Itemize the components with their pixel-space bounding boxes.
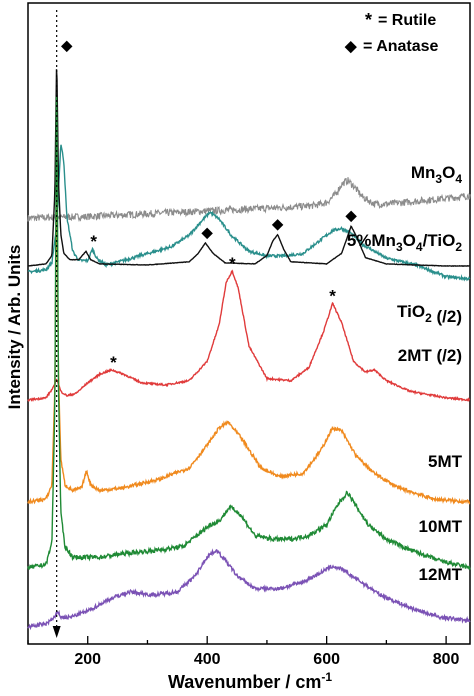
series-line-1 (27, 144, 471, 282)
series-label-0: Mn3O4 (411, 163, 462, 186)
x-tick-label-400: 400 (194, 651, 221, 668)
legend: * = Rutile ◆ = Anatase (344, 10, 439, 55)
series-label-1-part-1: 3 (396, 240, 403, 254)
x-axis-title: Wavenumber / cm-1 (168, 670, 332, 692)
series-label-3: 2MT (/2) (398, 346, 462, 365)
series-label-1-part-4: /TiO (423, 231, 456, 250)
series-label-0-part-3: 4 (455, 172, 462, 186)
series-line-2 (27, 69, 470, 268)
series-label-5-part-0: 10MT (419, 517, 463, 536)
peak-marker-7: * (329, 286, 336, 305)
peak-marker-6: * (229, 254, 236, 273)
series-line-6 (27, 548, 471, 631)
legend-rutile-marker: * (365, 10, 372, 30)
series-line-0 (27, 177, 471, 223)
series-label-2: TiO2 (/2) (397, 302, 462, 326)
series-label-2-part-1: 2 (425, 311, 432, 325)
y-axis-title: Intensity / Arb. Units (5, 245, 24, 410)
series-label-4: 5MT (428, 452, 463, 471)
peak-marker-1: * (90, 232, 97, 251)
series-label-1-part-0: 5%Mn (347, 231, 396, 250)
series-label-1-part-5: 2 (455, 240, 462, 254)
x-tick-label-200: 200 (74, 651, 101, 668)
series-label-1: 5%Mn3O4/TiO2 (347, 231, 462, 254)
series-line-5 (27, 96, 471, 571)
series-label-3-part-4: (/2) (432, 346, 462, 365)
series-line-4 (27, 181, 471, 505)
series-layer (27, 69, 471, 631)
series-label-1-part-2: O (403, 231, 416, 250)
series-label-1-part-3: 4 (416, 240, 423, 254)
x-axis-title-sup: -1 (321, 670, 332, 684)
y-axis-title-text: Intensity / Arb. Units (5, 245, 24, 410)
x-axis-ticks: 200 400 600 800 (27, 636, 460, 668)
peak-marker-5: * (110, 353, 117, 372)
series-label-3-part-0: 2MT (398, 346, 433, 365)
peak-marker-2: ◆ (201, 224, 214, 240)
series-label-0-part-0: Mn (411, 163, 436, 182)
plot-frame (27, 2, 471, 645)
x-tick-label-600: 600 (313, 651, 340, 668)
series-label-0-part-1: 3 (435, 172, 442, 186)
reference-arrow (52, 626, 61, 638)
peak-marker-0: ◆ (60, 37, 73, 53)
series-label-6-part-0: 12MT (419, 565, 463, 584)
series-label-4-part-0: 5MT (428, 452, 463, 471)
series-label-6: 12MT (419, 565, 463, 584)
marker-layer: ◆ * ◆ ◆ ◆ * * * (60, 37, 357, 372)
series-line-3 (27, 269, 471, 402)
legend-anatase-text: = Anatase (363, 38, 439, 55)
x-tick-label-800: 800 (433, 651, 460, 668)
legend-anatase-marker: ◆ (344, 38, 357, 55)
series-label-2-part-4: (/2) (432, 307, 462, 326)
x-axis-title-text: Wavenumber / cm (168, 672, 321, 692)
series-label-2-part-0: TiO (397, 302, 425, 321)
series-label-0-part-2: O (442, 163, 455, 182)
legend-rutile-text: = Rutile (378, 12, 436, 29)
peak-marker-4: ◆ (345, 207, 358, 223)
series-label-5: 10MT (419, 517, 463, 536)
peak-marker-3: ◆ (271, 216, 284, 232)
